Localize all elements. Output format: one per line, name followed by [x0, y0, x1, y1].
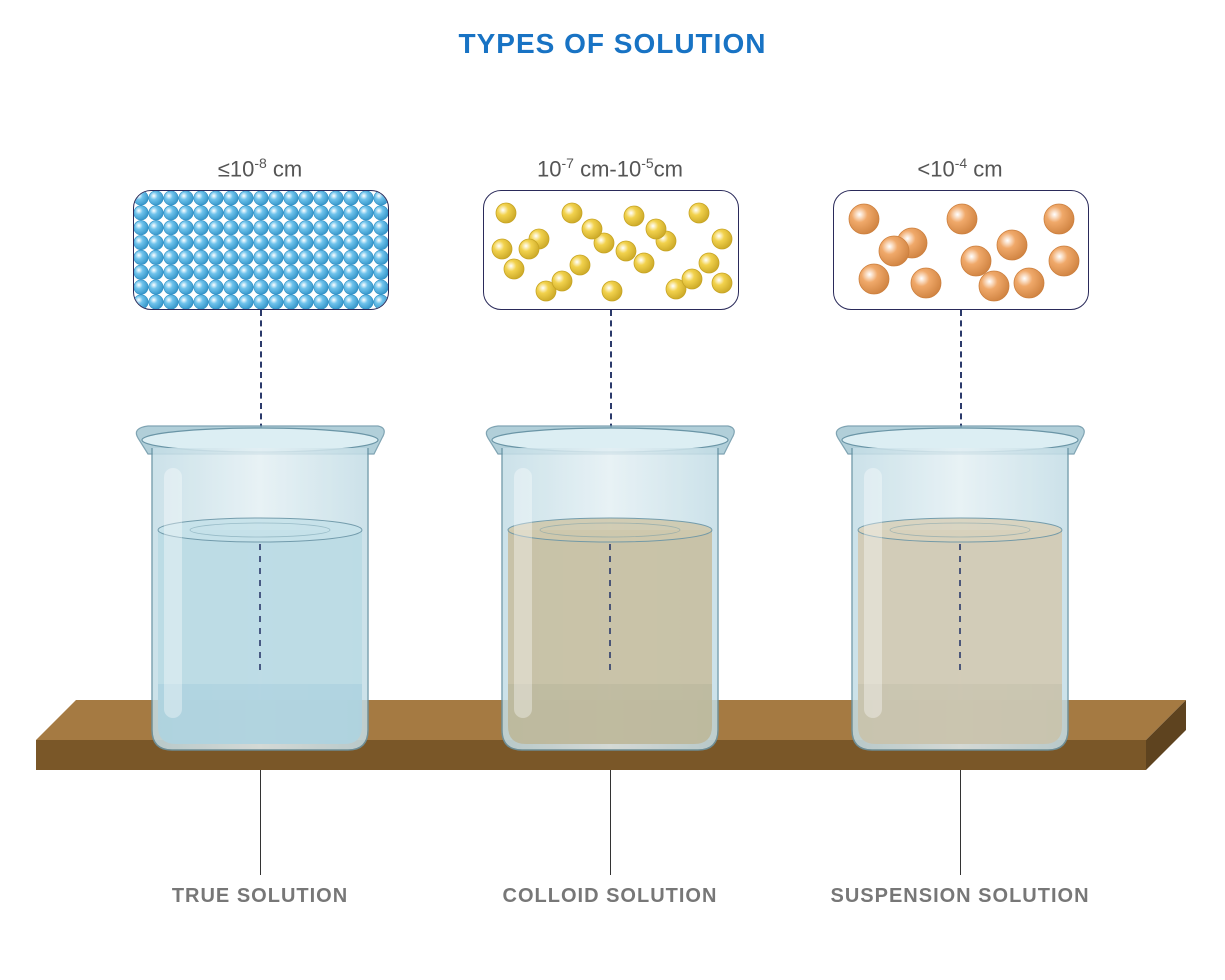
bottom-label-colloid: COLLOID SOLUTION — [460, 885, 760, 908]
beaker-colloid — [480, 420, 740, 760]
bottom-label-suspension: SUSPENSION SOLUTION — [810, 885, 1110, 908]
particle-box-true — [133, 190, 389, 310]
beaker-true — [130, 420, 390, 760]
size-label-true: ≤10-8 cm — [130, 155, 390, 182]
size-label-suspension: <10-4 cm — [830, 155, 1090, 182]
particle-box-suspension — [833, 190, 1089, 310]
page-title: TYPES OF SOLUTION — [0, 28, 1225, 60]
label-connector-suspension — [960, 770, 961, 875]
particle-box-colloid — [483, 190, 739, 310]
label-connector-true — [260, 770, 261, 875]
bottom-label-true: TRUE SOLUTION — [110, 885, 410, 908]
label-connector-colloid — [610, 770, 611, 875]
beaker-suspension — [830, 420, 1090, 760]
size-label-colloid: 10-7 cm-10-5cm — [480, 155, 740, 182]
